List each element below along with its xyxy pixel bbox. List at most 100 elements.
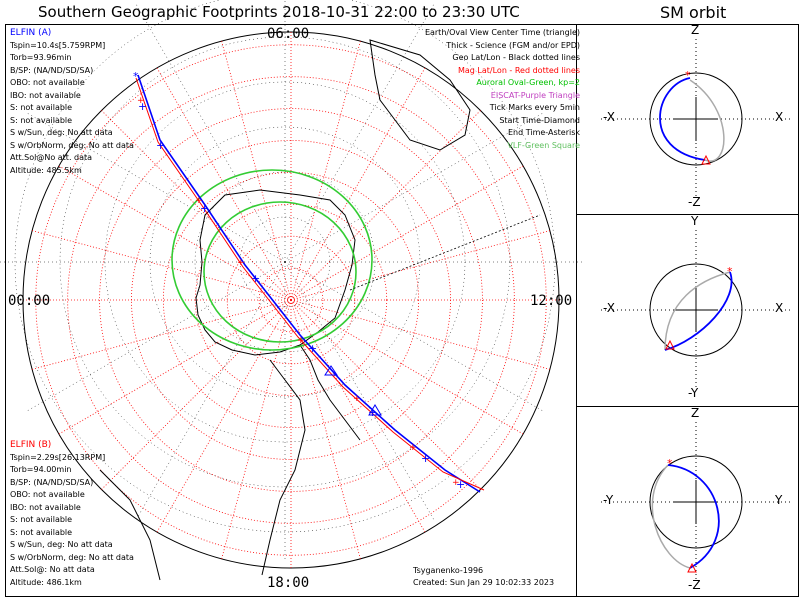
elfin-b-info-line: S: not available [10,515,73,524]
created-timestamp: Created: Sun Jan 29 10:02:33 2023 [413,578,555,587]
orbit-center-triangle [687,562,697,573]
mag-lon-line [32,299,292,370]
orbit-path-elfin-a [659,77,706,161]
mag-lon-line [58,299,292,435]
elfin-b-info-line: Torb=94.00min [10,465,72,474]
mag-lon-line [290,299,524,435]
elfin-b-info-line: Altitude: 486.1km [10,577,82,587]
elfin-b-info-line: IBO: not available [10,502,81,512]
auroral-oval-inner [203,201,357,343]
legend-item: EISCAT-Purple Triangle [490,90,580,100]
elfin-b-tick: + [195,196,203,206]
mag-lat-circle [99,108,483,492]
geo-lat-circle [194,171,376,353]
orbit-axis-top: Z [691,23,700,37]
mag-lon-line [32,230,292,301]
elfin-b-info: ELFIN (B) Tspin=2.29s[26.13RPM] Torb=94.0… [10,439,134,589]
orbit-title: SM orbit [660,3,727,22]
orbit-axis-bottom: -Y [688,386,699,400]
elfin-a-tick: + [421,452,430,465]
orbit-end-marker: * [727,265,733,278]
legend: Earth/Oval View Center Time (triangle) Th… [425,27,580,152]
mag-lon-line [290,299,426,533]
orbit-path-elfin-a [664,271,733,351]
geo-lat-circle [149,126,421,398]
antarctic-peninsula [299,344,361,441]
lt-bottom-label: 18:00 [267,575,310,591]
elfin-a-tick: + [308,342,317,355]
noon-meridian [349,214,541,291]
antarctica-coast [195,189,356,356]
elfin-a-name: ELFIN (A) [10,28,52,38]
legend-item: Mag Lat/Lon - Red dotted lines [457,65,580,75]
mag-lon-line [290,41,361,301]
elfin-b-center-triangle [324,365,338,376]
coastlines [99,39,471,581]
orbit-center-triangle [665,339,675,350]
elfin-b-info-line: S: not available [10,527,73,537]
orbit-axis-right: X [775,110,784,124]
south-america-coast [261,359,306,576]
australia-coast [369,39,471,151]
mag-lat-circle [258,267,324,333]
mag-lat-circle [194,203,388,397]
elfin-a-tick: + [456,478,465,491]
sm-orbit-plots: * * * [601,39,791,582]
elfin-b-info-line: B/SP: (NA/ND/SD/SA) [10,477,94,487]
elfin-a-info-line: S w/OrbNorm, deg: No att data [10,140,134,150]
elfin-a-start-marker: * [133,70,139,83]
elfin-a-info-line: Torb=93.96min [10,53,72,62]
orbit-axis-left: -Y [603,493,614,507]
elfin-a-track [137,74,481,493]
sm-orbit-panel: * [601,39,791,199]
geo-lon-line [284,261,436,522]
orbit-path-shadow [651,464,691,569]
orbit-axis-left: -X [603,110,615,124]
mag-lon-line [156,67,292,301]
map-title: Southern Geographic Footprints 2018-10-3… [38,3,520,21]
orbit-path-shadow [689,79,725,162]
elfin-b-name: ELFIN (B) [10,440,52,450]
africa-coast [99,469,161,581]
orbit-path-shadow [664,271,731,351]
legend-item: Tick Marks every 5min [489,103,580,112]
legend-item: Start Time-Diamond [499,115,580,125]
elfin-a-info-line: IBO: not available [10,90,81,100]
elfin-a-info-line: Att.Sol@No att. data [10,153,93,162]
elfin-a-info-line: Altitude: 485.5km [10,165,82,175]
elfin-b-tick: + [353,394,361,404]
geo-lat-circle [14,0,556,533]
auroral-ovals [171,169,373,351]
legend-item: Geo Lat/Lon - Black dotted lines [452,53,580,62]
orbit-axis-top: Y [691,214,699,228]
legend-item: Auroral Oval-Green, kp=2 [476,78,580,87]
elfin-a-tick: + [200,202,209,215]
polar-map: +++++++++++++++* [0,0,585,581]
elfin-a-tick: + [251,272,260,285]
orbit-frame [576,24,799,597]
auroral-oval-outer [171,169,373,351]
legend-item: Earth/Oval View Center Time (triangle) [424,28,580,37]
mag-lon-line [290,165,524,301]
orbit-axis-right: Y [775,493,783,507]
geo-grid [0,0,585,562]
lt-left-label: 00:00 [8,293,51,309]
mag-lon-line [156,299,292,533]
elfin-a-info: ELFIN (A) Tspin=10.4s[5.759RPM] Torb=93.9… [10,27,134,177]
orbit-path-elfin-a [667,464,720,569]
elfin-a-info-line: Tspin=10.4s[5.759RPM] [10,40,106,50]
orbit-axis-top: Z [691,406,700,420]
mag-lon-line [290,230,550,301]
mag-lat-circle [162,171,420,429]
elfin-a-info-line: OBO: not available [10,78,85,87]
elfin-a-tick: + [138,100,147,113]
orbit-axis-bottom: -Z [688,578,701,592]
elfin-b-tick: + [409,443,417,453]
mag-lon-line [290,67,426,301]
orbit-end-marker: * [667,457,673,470]
elfin-b-info-line: Tspin=2.29s[26.13RPM] [10,452,106,462]
elfin-a-info-line: S: not available [10,115,73,125]
elfin-b-info-line: S w/OrbNorm, deg: No att data [10,552,134,562]
orbit-center-triangle [701,154,711,165]
